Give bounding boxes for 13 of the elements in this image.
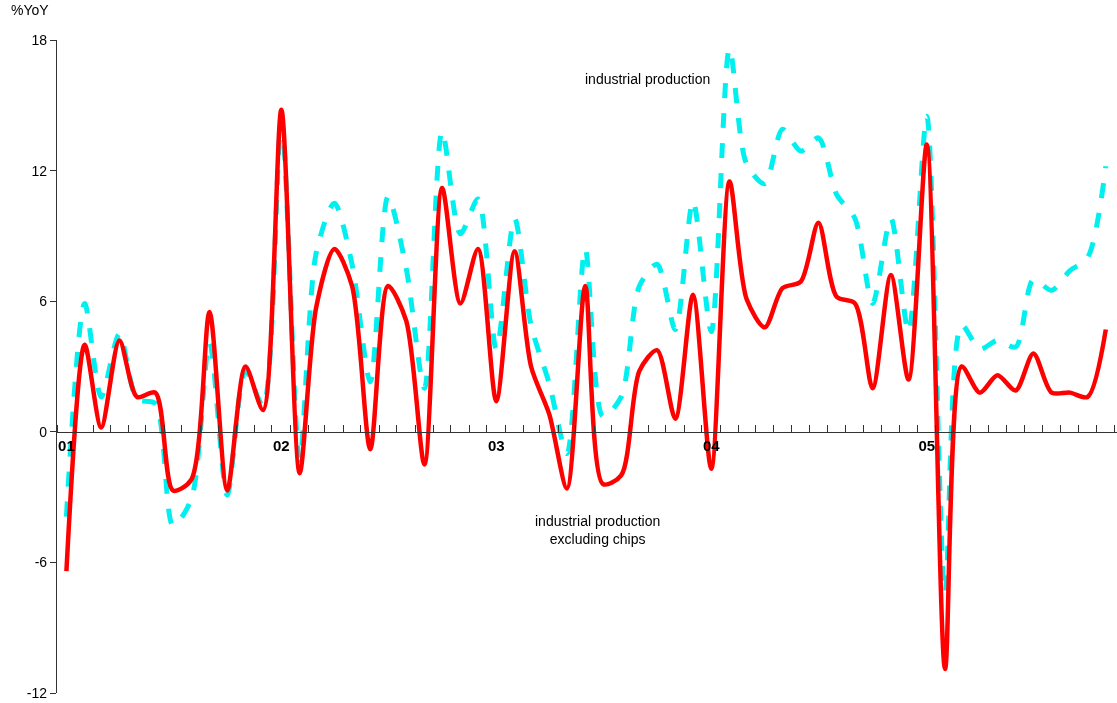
y-tick-label: 18 — [31, 31, 48, 48]
x-tick-label: 02 — [273, 436, 290, 454]
y-tick-label: -6 — [34, 554, 48, 571]
y-axis-title: %YoY — [11, 2, 50, 18]
y-tick-label: 0 — [39, 423, 48, 440]
series-label: industrial production — [585, 71, 711, 87]
x-tick-label: 03 — [487, 436, 505, 454]
y-tick-label: 6 — [39, 293, 48, 310]
text: industrial production excluding chips — [535, 513, 661, 548]
x-tick-label: 04 — [702, 436, 721, 454]
x-tick-label: 05 — [918, 436, 936, 454]
y-tick-label: -12 — [26, 684, 48, 701]
y-tick-label: 12 — [31, 162, 48, 179]
